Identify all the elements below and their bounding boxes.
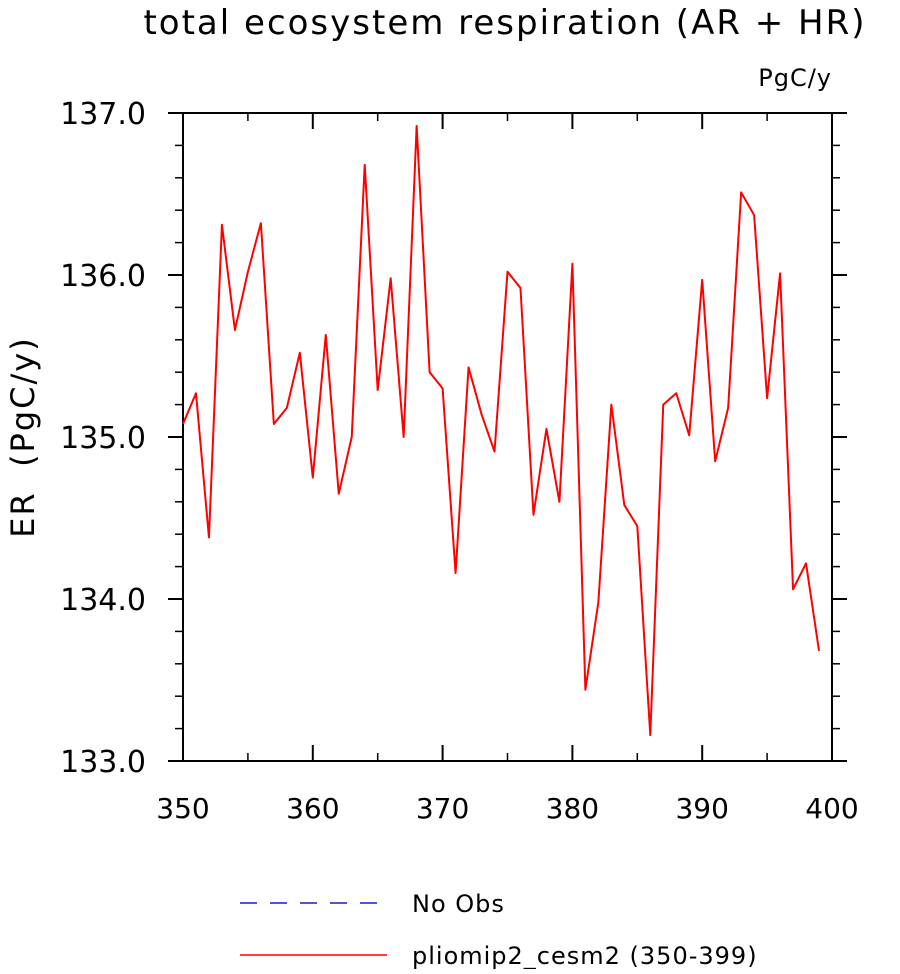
- y-tick-label: 137.0: [60, 97, 146, 132]
- y-tick-label: 135.0: [60, 421, 146, 456]
- legend: No Obs pliomip2_cesm2 (350-399): [240, 890, 758, 970]
- x-tick-label: 360: [286, 792, 339, 825]
- y-axis-label: ER (PgC/y): [4, 336, 42, 537]
- y-tick-label: 134.0: [60, 583, 146, 618]
- x-tick-label: 380: [546, 792, 599, 825]
- plot-frame: [182, 112, 833, 762]
- x-tick-label: 370: [416, 792, 469, 825]
- x-tick-label: 390: [675, 792, 728, 825]
- ticks-layer: [168, 112, 847, 762]
- legend-label: pliomip2_cesm2 (350-399): [412, 942, 758, 969]
- tick-labels-layer: 350 360 370 380 390 400 133.0 134.0 135.0 136.0 13…: [60, 97, 859, 825]
- series-layer: [182, 124, 821, 737]
- units-label: PgC/y: [758, 64, 832, 92]
- x-tick-label: 350: [156, 792, 209, 825]
- legend-label: No Obs: [412, 890, 505, 918]
- chart-title: total ecosystem respiration (AR + HR): [143, 3, 866, 43]
- series-line-1: [182, 124, 821, 737]
- y-tick-label: 133.0: [60, 745, 146, 780]
- x-tick-label: 400: [805, 792, 858, 825]
- y-tick-label: 136.0: [60, 259, 146, 294]
